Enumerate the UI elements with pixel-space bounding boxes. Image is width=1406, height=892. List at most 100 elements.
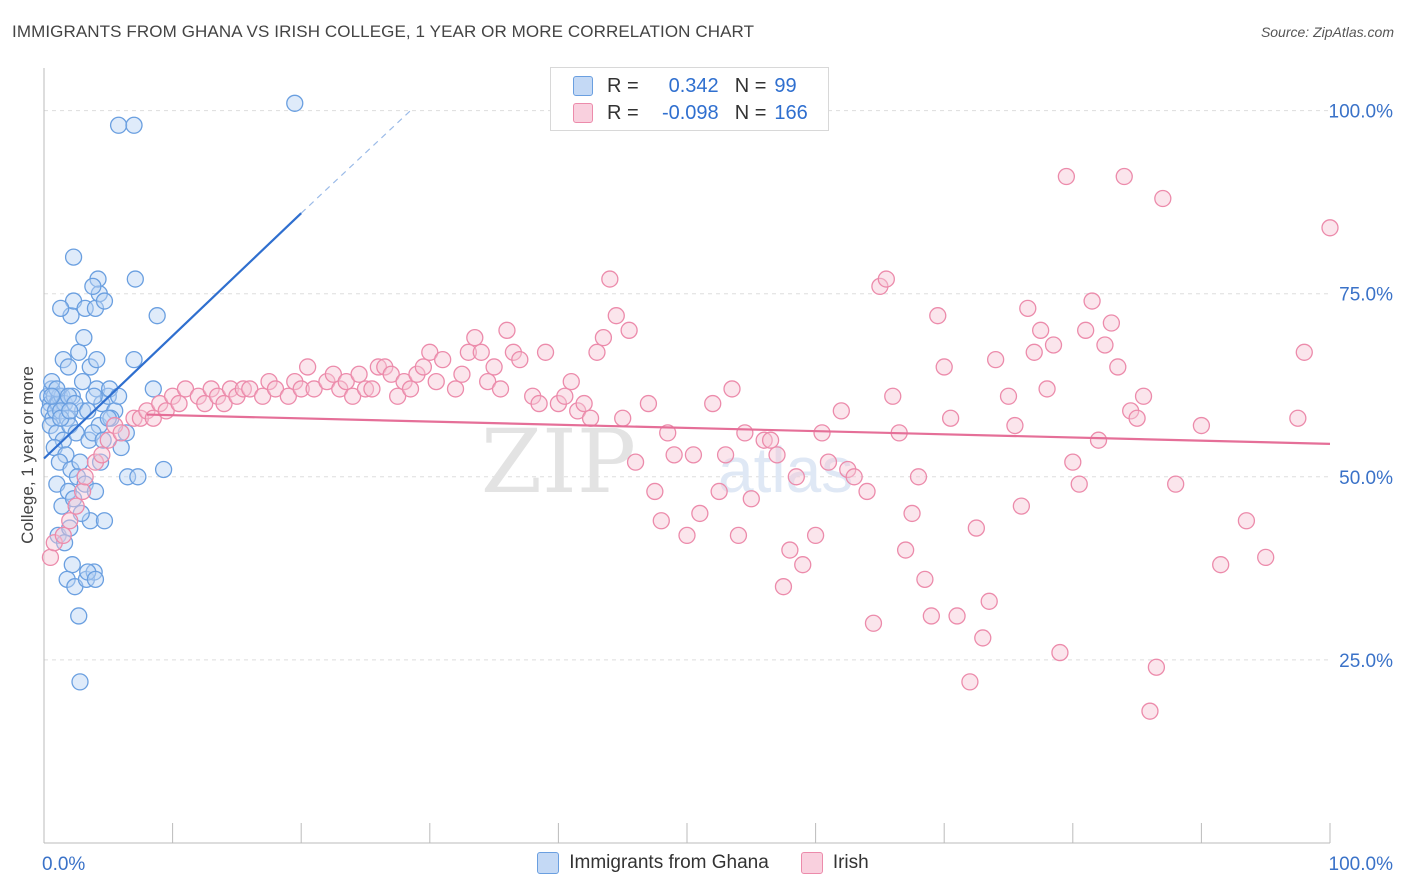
irish-point: [716, 446, 735, 464]
legend-n-value: 166: [774, 101, 808, 124]
y-tick-label: 75.0%: [1339, 285, 1393, 306]
ghana-point: [75, 329, 93, 347]
watermark-zip: ZIP: [481, 410, 636, 513]
irish-point: [1051, 643, 1069, 662]
legend-swatch-blue: [573, 76, 593, 96]
irish-point: [729, 526, 748, 545]
ghana-point: [95, 512, 114, 530]
irish-point: [1109, 358, 1127, 376]
irish-point: [1128, 409, 1146, 427]
irish-point: [614, 409, 632, 427]
irish-point: [466, 329, 484, 347]
irish-point: [909, 468, 928, 486]
ghana-point: [84, 277, 102, 296]
irish-point: [1083, 292, 1101, 310]
ghana-point: [129, 468, 147, 486]
irish-point: [684, 446, 703, 464]
chart-title: IMMIGRANTS FROM GHANA VS IRISH COLLEGE, …: [12, 22, 755, 41]
legend-swatch-pink: [573, 103, 593, 123]
ghana-point: [88, 350, 106, 369]
irish-point: [974, 629, 992, 647]
irish-point: [434, 350, 452, 369]
irish-trend-line: [146, 413, 1331, 445]
irish-point: [639, 394, 658, 413]
irish-point: [511, 350, 529, 369]
irish-point: [1237, 512, 1256, 530]
ghana-point: [126, 270, 144, 288]
ghana-point: [85, 387, 103, 405]
irish-point: [472, 343, 490, 361]
legend-item-irish[interactable]: Irish: [800, 852, 869, 874]
irish-point: [530, 394, 548, 413]
legend-r-value: 0.342: [668, 74, 719, 97]
irish-point: [1044, 336, 1063, 354]
irish-point: [935, 358, 953, 376]
ghana-point: [67, 424, 85, 442]
irish-point: [659, 424, 677, 442]
irish-point: [241, 380, 259, 398]
irish-point: [916, 570, 934, 588]
irish-point: [54, 526, 72, 545]
ghana-point: [109, 116, 128, 134]
irish-point: [215, 394, 233, 413]
irish-point: [253, 387, 272, 405]
irish-point: [884, 387, 902, 405]
irish-point: [1096, 336, 1114, 354]
irish-point: [1295, 343, 1313, 361]
irish-point: [170, 394, 188, 413]
ghana-point: [286, 94, 304, 112]
irish-point: [485, 358, 503, 376]
irish-point: [1006, 416, 1024, 435]
legend-r-label: R =: [607, 101, 639, 124]
irish-point: [459, 343, 478, 361]
legend-n-label: N =: [734, 74, 767, 97]
irish-point: [266, 380, 285, 398]
irish-point: [279, 387, 297, 405]
irish-point: [999, 387, 1018, 405]
irish-point: [556, 387, 574, 405]
irish-point: [1038, 380, 1056, 398]
irish-point: [1115, 167, 1133, 186]
legend-row-ghana: R = 0.342 N = 99: [573, 74, 797, 98]
irish-point: [1064, 453, 1082, 471]
irish-point: [877, 270, 895, 288]
irish-point: [620, 321, 638, 339]
irish-point: [1070, 475, 1088, 493]
legend-n-value: 99: [774, 74, 797, 97]
irish-point: [781, 541, 799, 559]
irish-point: [298, 358, 317, 376]
irish-point: [388, 387, 407, 405]
irish-point: [845, 468, 863, 486]
irish-point: [896, 541, 915, 559]
irish-point: [93, 446, 111, 464]
irish-point: [363, 380, 381, 398]
irish-point: [1257, 548, 1275, 567]
legend-r-label: R =: [607, 74, 639, 97]
irish-point: [691, 504, 709, 523]
legend-item-ghana[interactable]: Immigrants from Ghana: [537, 852, 769, 874]
irish-point: [369, 358, 388, 376]
irish-point: [678, 526, 696, 545]
irish-point: [941, 409, 960, 427]
ghana-point: [94, 431, 112, 449]
irish-point: [794, 556, 812, 574]
irish-point: [1077, 321, 1095, 339]
irish-point: [626, 453, 645, 471]
irish-point: [736, 424, 754, 442]
ghana-point: [95, 292, 114, 310]
legend-r-value: -0.098: [661, 101, 719, 124]
irish-point: [986, 350, 1005, 369]
irish-point: [536, 343, 555, 361]
irish-point: [234, 380, 252, 398]
irish-point: [704, 394, 722, 413]
irish-point: [1147, 658, 1166, 676]
irish-point: [594, 329, 613, 347]
ghana-point: [73, 372, 92, 391]
x-tick-label: 100.0%: [1329, 854, 1394, 875]
irish-point: [1321, 219, 1339, 237]
irish-point: [806, 526, 825, 545]
irish-point: [922, 607, 940, 625]
irish-point: [1154, 189, 1172, 208]
irish-point: [665, 446, 683, 464]
irish-point: [479, 372, 497, 391]
